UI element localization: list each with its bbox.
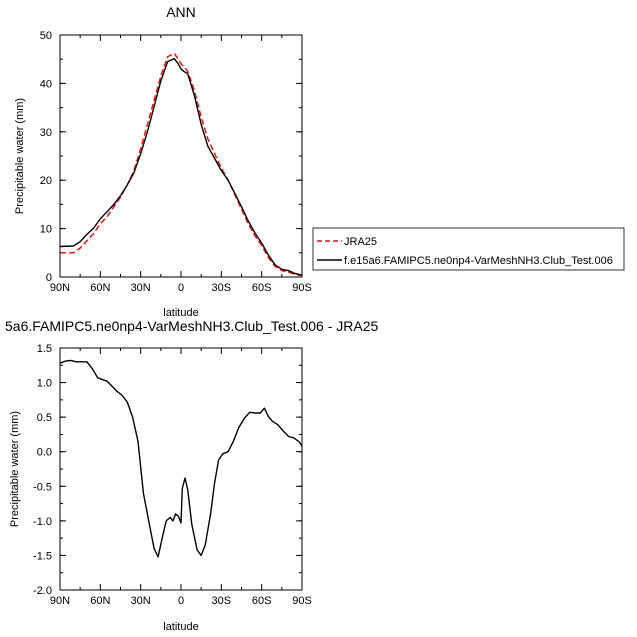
bottom-chart-ylabel: Precipitable water (mm) xyxy=(9,411,21,527)
top-chart-frame xyxy=(59,34,303,278)
top-chart-ytick-label: 40 xyxy=(40,78,52,90)
top-chart-xtick-label: 90N xyxy=(50,282,70,294)
top-chart: ANN Precipitable water (mm) latitude 90N… xyxy=(14,4,312,319)
top-chart-ylabel: Precipitable water (mm) xyxy=(14,98,26,214)
bottom-chart-ytick-label: -1.5 xyxy=(33,550,52,562)
top-chart-title: ANN xyxy=(166,4,196,20)
bottom-chart-ytick-label: -2.0 xyxy=(33,585,52,597)
bottom-chart-frame xyxy=(59,347,303,591)
bottom-chart-xtick-label: 60N xyxy=(90,595,110,607)
top-chart-xtick-label: 30N xyxy=(131,282,151,294)
top-chart-xtick-label: 0 xyxy=(178,282,184,294)
bottom-chart-xtick-label: 90N xyxy=(50,595,70,607)
top-chart-ytick-label: 50 xyxy=(40,30,52,42)
bottom-chart-ytick-label: -1.0 xyxy=(33,516,52,528)
top-chart-tick-labels: 90N 60N 30N 0 30S 60S 90S 0 10 20 30 40 50 xyxy=(40,30,312,294)
bottom-chart-xtick-label: 60S xyxy=(252,595,272,607)
bottom-chart-ytick-label: 1.0 xyxy=(37,378,52,390)
bottom-chart-ticks xyxy=(59,347,303,591)
top-chart-xtick-label: 60N xyxy=(90,282,110,294)
top-chart-ytick-label: 20 xyxy=(40,175,52,187)
bottom-chart-ytick-label: 1.5 xyxy=(37,343,52,355)
bottom-chart-xlabel: latitude xyxy=(163,621,198,633)
top-chart-ytick-label: 10 xyxy=(40,224,52,236)
legend-label-model: f.e15a6.FAMIPC5.ne0np4-VarMeshNH3.Club_T… xyxy=(344,255,613,267)
bottom-chart-xtick-label: 30S xyxy=(212,595,232,607)
legend-label-jra25: JRA25 xyxy=(344,236,377,248)
legend: JRA25 f.e15a6.FAMIPC5.ne0np4-VarMeshNH3.… xyxy=(312,227,625,271)
top-chart-xtick-label: 90S xyxy=(292,282,312,294)
top-chart-series xyxy=(59,52,303,277)
top-chart-series-line-0 xyxy=(60,52,303,277)
top-chart-ytick-label: 0 xyxy=(46,272,52,284)
bottom-chart-ytick-label: -0.5 xyxy=(33,481,52,493)
legend-box xyxy=(312,227,625,271)
bottom-chart-ytick-label: 0.5 xyxy=(37,412,52,424)
bottom-chart: 5a6.FAMIPC5.ne0np4-VarMeshNH3.Club_Test.… xyxy=(5,318,378,633)
bottom-chart-xtick-label: 90S xyxy=(292,595,312,607)
top-chart-ytick-label: 30 xyxy=(40,127,52,139)
bottom-chart-tick-labels: 90N 60N 30N 0 30S 60S 90S -2.0 -1.5 -1.0 -0.5 0.0 0.… xyxy=(33,343,312,607)
bottom-chart-series xyxy=(59,359,303,558)
bottom-chart-xtick-label: 0 xyxy=(178,595,184,607)
bottom-chart-title: 5a6.FAMIPC5.ne0np4-VarMeshNH3.Club_Test.… xyxy=(5,318,378,334)
top-chart-xlabel: latitude xyxy=(163,307,198,319)
bottom-chart-ytick-label: 0.0 xyxy=(37,447,52,459)
bottom-chart-series-line-0 xyxy=(59,359,303,558)
top-chart-ticks xyxy=(59,34,303,278)
top-chart-xtick-label: 30S xyxy=(212,282,232,294)
top-chart-xtick-label: 60S xyxy=(252,282,272,294)
bottom-chart-xtick-label: 30N xyxy=(131,595,151,607)
top-chart-series-line-1 xyxy=(59,58,303,276)
